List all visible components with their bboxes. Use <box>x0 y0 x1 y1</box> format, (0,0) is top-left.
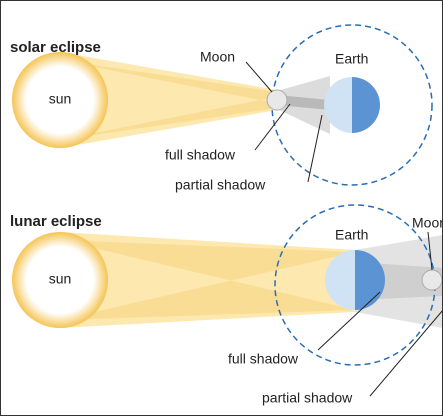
partial-shadow-label: partial shadow <box>262 390 353 406</box>
moon-label: Moon <box>412 215 443 231</box>
section-title: lunar eclipse <box>10 213 102 230</box>
moon <box>267 90 287 110</box>
earth-label: Earth <box>335 51 368 67</box>
eclipse-diagram: solar eclipse sun Moon Earth full shadow… <box>0 0 443 416</box>
partial-shadow-label: partial shadow <box>175 177 266 193</box>
full-shadow-label: full shadow <box>228 351 299 367</box>
moon <box>422 270 442 290</box>
sun-label: sun <box>49 91 72 107</box>
full-shadow-label: full shadow <box>165 147 236 163</box>
earth-label: Earth <box>335 227 368 243</box>
moon-label: Moon <box>200 49 235 65</box>
section-title: solar eclipse <box>10 39 101 56</box>
sun-label: sun <box>49 271 72 287</box>
